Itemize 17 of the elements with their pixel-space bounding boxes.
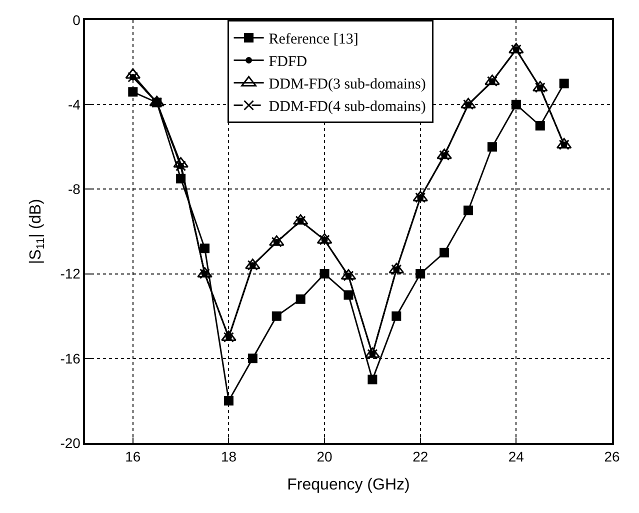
- legend-label: Reference [13]: [268, 32, 358, 48]
- legend-label: FDFD: [268, 54, 308, 70]
- legend-label: DDM-FD(3 sub-domains): [268, 76, 426, 93]
- x-tick-label: 18: [220, 448, 237, 465]
- y-tick-label: 0: [72, 12, 81, 28]
- y-tick-label: -8: [68, 181, 81, 198]
- x-tick-label: 26: [604, 448, 620, 465]
- y-tick-label: -4: [68, 96, 81, 112]
- y-tick-label: -16: [60, 350, 81, 366]
- x-tick-label: 16: [125, 448, 141, 465]
- x-tick-label: 22: [412, 448, 428, 465]
- y-tick-label: -12: [60, 266, 81, 282]
- y-tick-label: -20: [60, 434, 81, 451]
- legend-label: DDM-FD(4 sub-domains): [268, 99, 426, 116]
- x-axis-title: Frequency (GHz): [287, 476, 410, 494]
- x-tick-label: 24: [508, 448, 524, 465]
- x-tick-label: 20: [316, 448, 333, 465]
